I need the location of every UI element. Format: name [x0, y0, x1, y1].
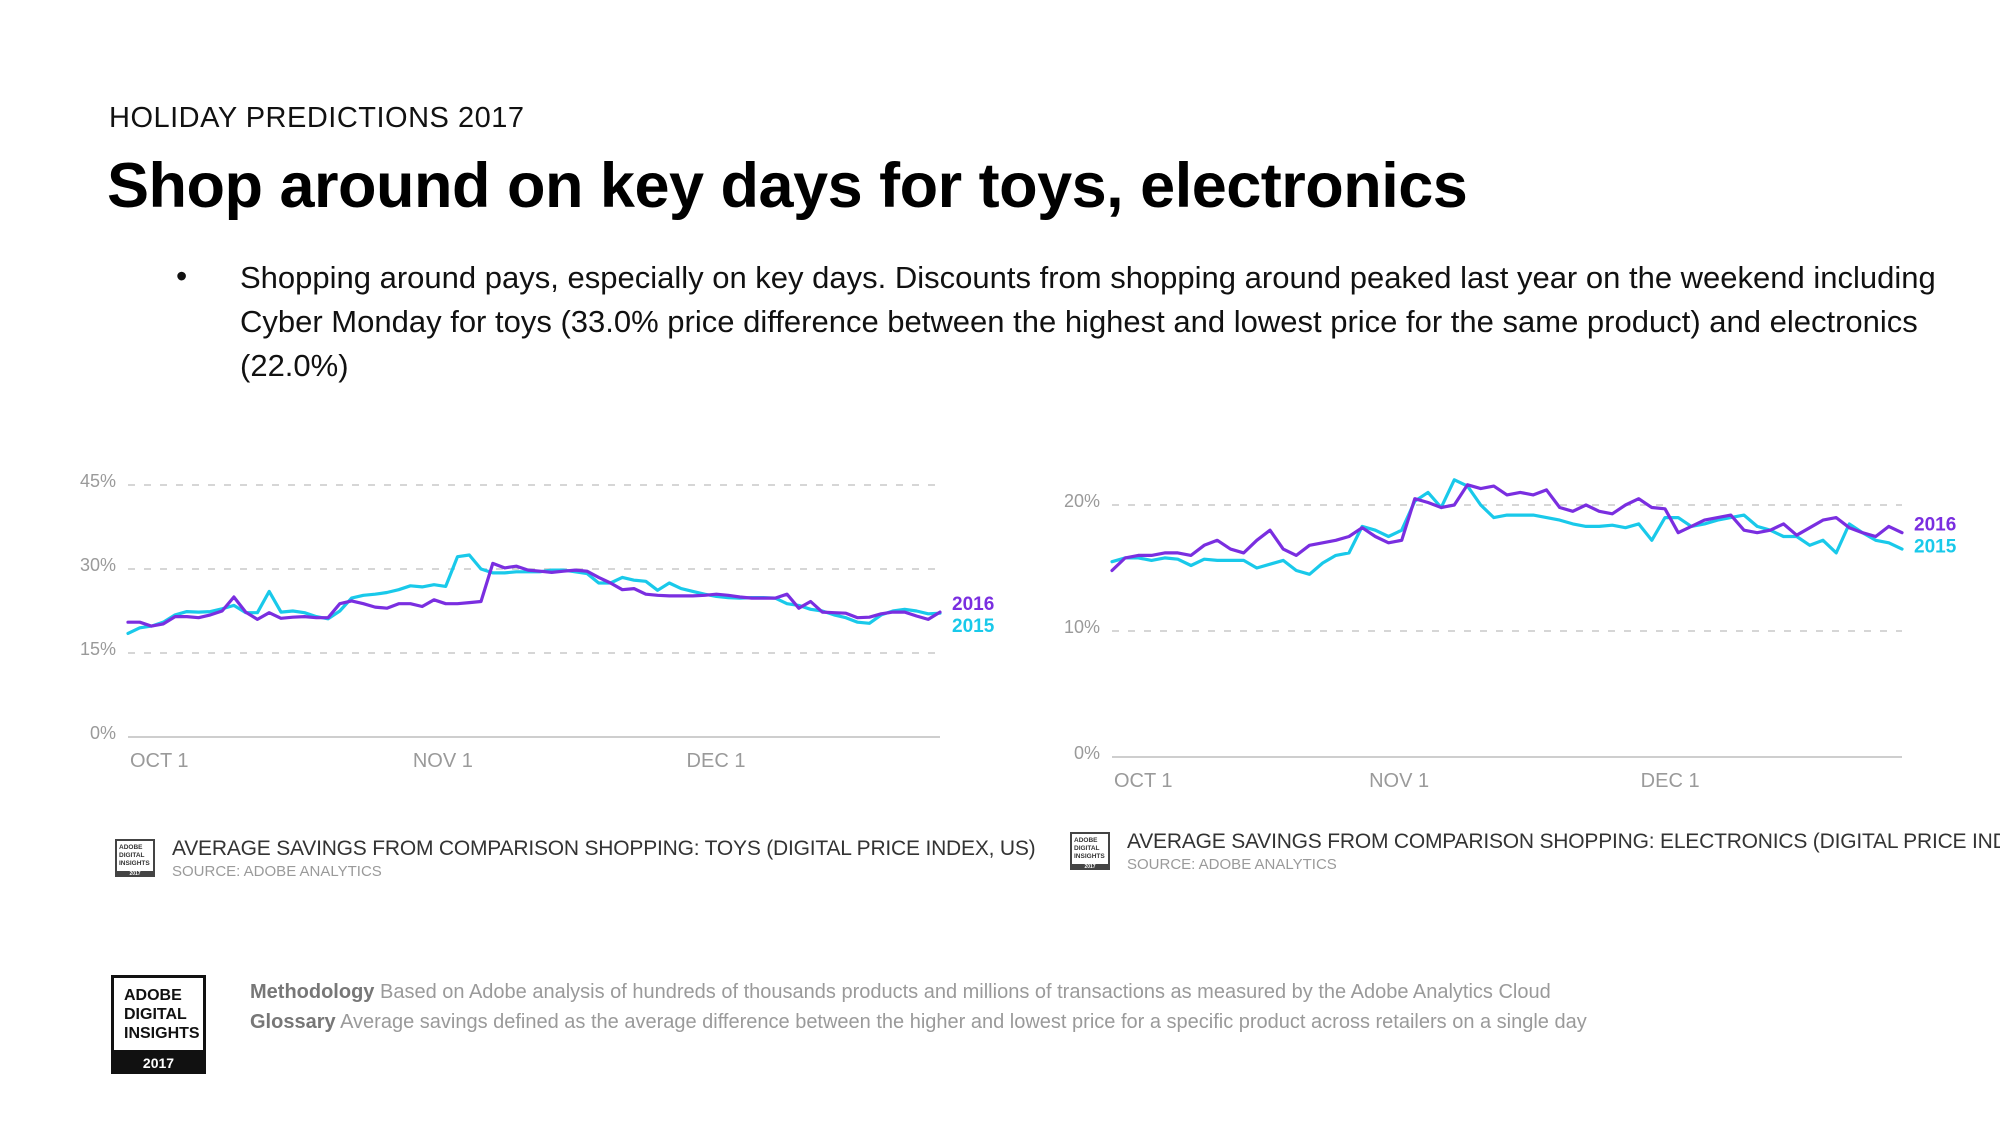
x-tick-label: NOV 1 — [1369, 770, 1429, 792]
electronics-chart-title: AVERAGE SAVINGS FROM COMPARISON SHOPPING… — [1127, 830, 2000, 853]
x-tick-label: NOV 1 — [413, 750, 473, 772]
methodology-notes: Methodology Based on Adobe analysis of h… — [250, 977, 1587, 1037]
page-title: Shop around on key days for toys, electr… — [107, 151, 1468, 221]
bullet-text: Shopping around pays, especially on key … — [240, 260, 1936, 383]
legend-label-2015: 2015 — [1914, 537, 1957, 558]
y-tick-label: 15% — [80, 639, 116, 659]
electronics-savings-chart: 20% 10% 0% OCT 1 NOV 1 DEC 1 2016 2015 — [1050, 478, 1970, 795]
y-tick-label: 0% — [1074, 743, 1100, 763]
legend-label-2016: 2016 — [952, 594, 994, 615]
bullet-marker: • — [176, 258, 188, 294]
electronics-chart-source: SOURCE: ADOBE ANALYTICS — [1127, 856, 1337, 873]
y-tick-label: 45% — [80, 471, 116, 491]
adobe-insights-badge-icon: ADOBE DIGITAL INSIGHTS 2017 — [115, 839, 155, 877]
y-tick-label: 0% — [90, 723, 116, 743]
methodology-text: Based on Adobe analysis of hundreds of t… — [380, 981, 1551, 1003]
legend-label-2016: 2016 — [1914, 515, 1956, 536]
series-line-2016 — [1110, 483, 1904, 573]
y-tick-label: 10% — [1064, 617, 1100, 637]
glossary-text: Average savings defined as the average d… — [340, 1011, 1587, 1033]
series-line-2015 — [126, 553, 942, 635]
methodology-label: Methodology — [250, 981, 375, 1003]
y-tick-label: 30% — [80, 555, 116, 575]
x-tick-label: DEC 1 — [687, 750, 746, 772]
series-line-2016 — [126, 561, 942, 628]
adobe-digital-insights-logo: ADOBE DIGITAL INSIGHTS 2017 — [111, 975, 206, 1074]
glossary-label: Glossary — [250, 1011, 336, 1033]
y-tick-label: 20% — [1064, 491, 1100, 511]
page-kicker: HOLIDAY PREDICTIONS 2017 — [109, 102, 525, 134]
legend-label-2015: 2015 — [952, 616, 995, 637]
toys-chart-source: SOURCE: ADOBE ANALYTICS — [172, 863, 382, 880]
toys-chart-title: AVERAGE SAVINGS FROM COMPARISON SHOPPING… — [172, 837, 1036, 860]
x-tick-label: OCT 1 — [130, 750, 189, 772]
x-tick-label: DEC 1 — [1641, 770, 1700, 792]
x-tick-label: OCT 1 — [1114, 770, 1173, 792]
adobe-insights-badge-icon: ADOBE DIGITAL INSIGHTS 2017 — [1070, 832, 1110, 870]
toys-savings-chart: 45% 30% 15% 0% OCT 1 NOV 1 DEC 1 2016 2015 — [50, 465, 1010, 795]
